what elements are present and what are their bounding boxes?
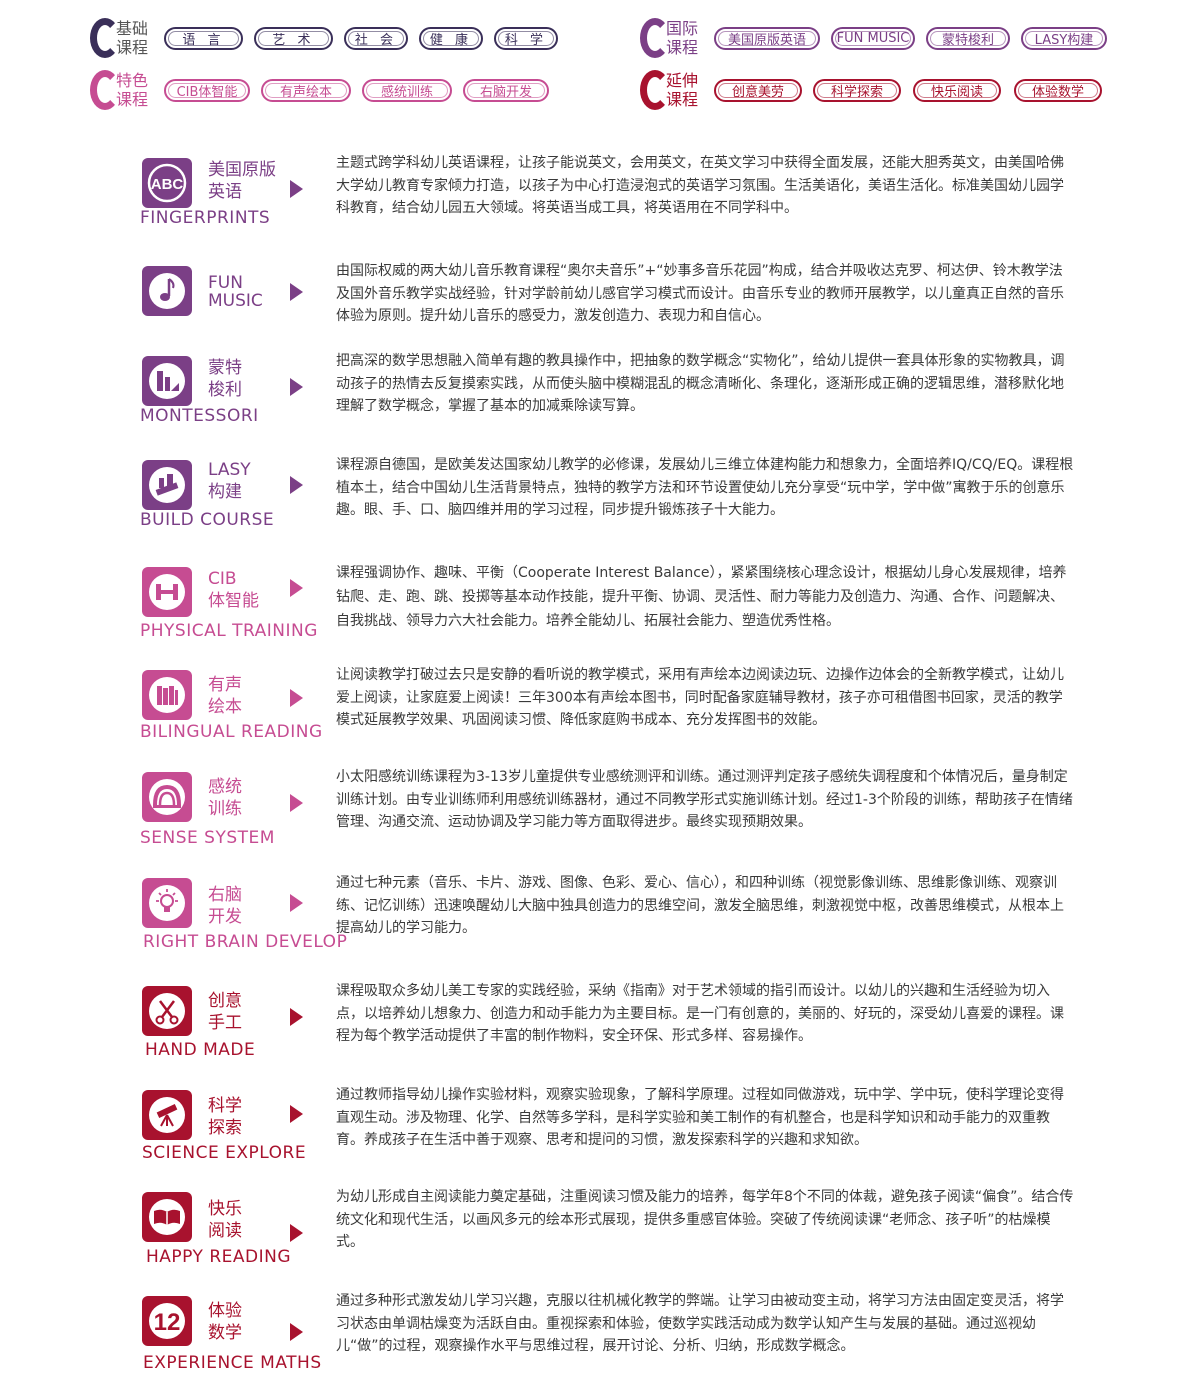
course-english-name: RIGHT BRAIN DEVELOP: [143, 932, 348, 952]
arrow-right-icon: [290, 1008, 303, 1026]
arrow-right-icon: [290, 1224, 303, 1242]
course-name: 体验 数学: [208, 1301, 242, 1343]
category-title: 国际 课程: [666, 19, 699, 57]
course-name: CIB 体智能: [208, 569, 259, 611]
building-blocks-icon: [142, 460, 192, 510]
course-name: LASY 构建: [208, 460, 251, 502]
category-label-international: 国际 课程: [640, 18, 714, 58]
course-english-name: SCIENCE EXPLORE: [142, 1143, 307, 1163]
pill-cib[interactable]: CIB体智能: [164, 78, 250, 102]
course-english-name: MONTESSORI: [140, 406, 259, 426]
category-label-extended: 延伸 课程: [640, 70, 714, 110]
books-icon: [142, 670, 192, 720]
abc-icon: ABC: [142, 158, 192, 208]
pill-society[interactable]: 社 会: [344, 26, 408, 50]
category-ring-icon: [640, 18, 670, 58]
arrow-right-icon: [290, 689, 303, 707]
course-description: 由国际权威的两大幼儿音乐教育课程“奥尔夫音乐”+“妙事多音乐花园”构成，结合并吸…: [336, 263, 1064, 324]
course-name: 快乐 阅读: [208, 1199, 242, 1241]
category-ring-icon: [640, 70, 670, 110]
course-description: 主题式跨学科幼儿英语课程，让孩子能说英文，会用英文，在英文学习中获得全面发展，还…: [336, 155, 1064, 216]
arrow-right-icon: [290, 378, 303, 396]
course-name: 美国原版 英语: [208, 160, 276, 202]
category-title: 基础 课程: [116, 19, 149, 57]
category-title: 延伸 课程: [666, 71, 699, 109]
course-description: 通过教师指导幼儿操作实验材料，观察实验现象，了解科学原理。过程如同做游戏，玩中学…: [336, 1087, 1064, 1148]
course-description: 小太阳感统训练课程为3-13岁儿童提供专业感统测评和训练。通过测评判定孩子感统失…: [336, 769, 1073, 830]
course-description: 把高深的数学思想融入简单有趣的教具操作中，把抽象的数学概念“实物化”，给幼儿提供…: [336, 353, 1065, 414]
arrow-right-icon: [290, 476, 303, 494]
category-title: 特色 课程: [116, 71, 149, 109]
course-description: 通过多种形式激发幼儿学习兴趣，克服以往机械化教学的弊端。让学习由被动变主动，将学…: [336, 1293, 1064, 1354]
pill-lasy[interactable]: LASY构建: [1021, 26, 1107, 50]
svg-text:12: 12: [154, 1309, 181, 1336]
arrow-right-icon: [290, 794, 303, 812]
music-note-icon: [142, 266, 192, 316]
category-row-international: 国际 课程 美国原版英语 FUN MUSIC 蒙特梭利 LASY构建: [640, 18, 1107, 58]
arrow-right-icon: [290, 1323, 303, 1341]
course-english-name: BUILD COURSE: [140, 510, 275, 530]
number-12-icon: 12: [142, 1296, 192, 1346]
category-ring-icon: [90, 18, 120, 58]
pill-montessori[interactable]: 蒙特梭利: [926, 26, 1010, 50]
pill-science-explore[interactable]: 科学探索: [813, 78, 901, 102]
pill-right-brain[interactable]: 右脑开发: [463, 78, 549, 102]
course-name: 创意 手工: [208, 991, 242, 1033]
category-row-featured: 特色 课程 CIB体智能 有声绘本 感统训练 右脑开发: [90, 70, 560, 110]
sensory-tunnel-icon: [142, 772, 192, 822]
pill-sensory[interactable]: 感统训练: [362, 78, 452, 102]
category-row-basic: 基础 课程 语 言 艺 术 社 会 健 康 科 学: [90, 18, 569, 58]
course-description: 为幼儿形成自主阅读能力奠定基础，注重阅读习惯及能力的培养，每学年8个不同的体裁，…: [336, 1189, 1074, 1250]
pill-happy-reading[interactable]: 快乐阅读: [913, 78, 1001, 102]
open-book-icon: [142, 1192, 192, 1242]
pill-fun-music[interactable]: FUN MUSIC: [831, 26, 915, 50]
pill-science[interactable]: 科 学: [494, 26, 558, 50]
course-english-name: SENSE SYSTEM: [140, 828, 275, 848]
course-description: 通过七种元素（音乐、卡片、游戏、图像、色彩、爱心、信心），和四种训练（视觉影像训…: [336, 875, 1064, 936]
pill-language[interactable]: 语 言: [164, 26, 243, 50]
category-label-basic: 基础 课程: [90, 18, 164, 58]
montessori-blocks-icon: [142, 356, 192, 406]
pill-experience-maths[interactable]: 体验数学: [1014, 78, 1102, 102]
pill-art[interactable]: 艺 术: [254, 26, 333, 50]
course-english-name: PHYSICAL TRAINING: [140, 621, 318, 641]
course-english-name: EXPERIENCE MATHS: [143, 1353, 322, 1373]
pill-creative-art[interactable]: 创意美劳: [714, 78, 802, 102]
arrow-right-icon: [290, 1105, 303, 1123]
course-english-name: HAPPY READING: [146, 1247, 292, 1267]
course-name: 科学 探索: [208, 1096, 242, 1138]
pill-american-english[interactable]: 美国原版英语: [714, 26, 820, 50]
course-description: 课程强调协作、趣味、平衡（Cooperate Interest Balance）…: [336, 565, 1067, 629]
course-name: 蒙特 梭利: [208, 358, 242, 400]
dumbbell-icon: [142, 567, 192, 617]
course-name: 有声 绘本: [208, 675, 242, 717]
lightbulb-icon: [142, 878, 192, 928]
arrow-right-icon: [290, 283, 303, 301]
pill-health[interactable]: 健 康: [419, 26, 483, 50]
course-english-name: BILINGUAL READING: [140, 722, 323, 742]
arrow-right-icon: [290, 579, 303, 597]
course-english-name: HAND MADE: [145, 1040, 256, 1060]
course-description: 让阅读教学打破过去只是安静的看听说的教学模式，采用有声绘本边阅读边玩、边操作边体…: [336, 667, 1064, 728]
course-name: 右脑 开发: [208, 885, 242, 927]
course-name: FUN MUSIC: [208, 273, 263, 311]
category-row-extended: 延伸 课程 创意美劳 科学探索 快乐阅读 体验数学: [640, 70, 1102, 110]
course-english-name: FINGERPRINTS: [140, 208, 271, 228]
course-description: 课程源自德国，是欧美发达国家幼儿教学的必修课，发展幼儿三维立体建构能力和想象力，…: [336, 457, 1074, 518]
svg-text:ABC: ABC: [151, 176, 184, 193]
category-ring-icon: [90, 70, 120, 110]
arrow-right-icon: [290, 180, 303, 198]
arrow-right-icon: [290, 894, 303, 912]
course-description: 课程吸取众多幼儿美工专家的实践经验，采纳《指南》对于艺术领域的指引而设计。以幼儿…: [336, 983, 1064, 1044]
pill-audio-books[interactable]: 有声绘本: [261, 78, 351, 102]
scissors-icon: [142, 986, 192, 1036]
telescope-icon: [142, 1090, 192, 1140]
course-name: 感统 训练: [208, 777, 242, 819]
category-label-featured: 特色 课程: [90, 70, 164, 110]
